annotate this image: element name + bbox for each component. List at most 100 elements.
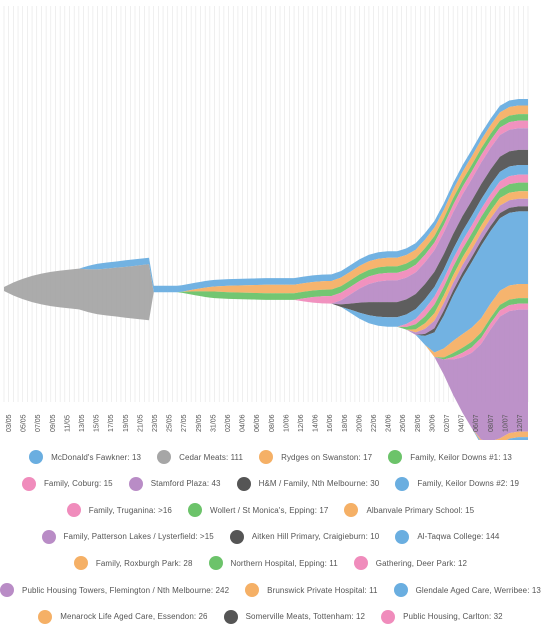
legend-swatch (21, 476, 36, 491)
legend-swatch (229, 529, 244, 544)
x-tick-label: 07/05 (35, 414, 42, 432)
x-tick-label: 03/05 (6, 414, 13, 432)
legend-item[interactable]: Northern Hospital, Epping: 11 (208, 556, 338, 571)
x-tick-label: 26/06 (400, 414, 407, 432)
legend-swatch (41, 529, 56, 544)
legend-row: Public Housing Towers, Flemington / Nth … (0, 577, 541, 603)
legend-item[interactable]: Glendale Aged Care, Werribee: 13 (393, 583, 541, 597)
x-tick-label: 20/06 (356, 414, 363, 432)
x-tick-label: 02/07 (444, 414, 451, 432)
legend-row: Family, Truganina: >16 Wollert / St Monic… (0, 497, 541, 523)
legend-item[interactable]: Aitken Hill Primary, Craigieburn: 10 (229, 529, 380, 544)
series-area (4, 291, 528, 440)
legend-item[interactable]: Wollert / St Monica's, Epping: 17 (187, 503, 329, 518)
legend-item[interactable]: Somerville Meats, Tottenham: 12 (223, 609, 365, 624)
vertical-gridlines (3, 6, 529, 402)
legend-row: Family, Coburg: 15 Stamford Plaza: 43 H&M … (0, 471, 541, 497)
legend-label: Family, Patterson Lakes / Lysterfield: >… (63, 532, 214, 542)
legend-item[interactable]: Public Housing, Carlton: 32 (381, 609, 503, 624)
legend-swatch (73, 556, 88, 571)
legend-label: Public Housing, Carlton: 32 (403, 612, 503, 622)
series-areas (4, 99, 528, 440)
legend-label: Wollert / St Monica's, Epping: 17 (209, 505, 329, 515)
legend-swatch (388, 450, 403, 464)
legend-swatch (187, 503, 202, 518)
legend-swatch (208, 556, 223, 571)
legend-item[interactable]: H&M / Family, Nth Melbourne: 30 (236, 476, 380, 491)
x-axis-tick-labels: 03/05 05/05 07/05 09/05 11/05 13/05 15/05 17/05… (6, 414, 524, 432)
legend-item[interactable]: Gathering, Deer Park: 12 (353, 556, 468, 571)
legend-label: Albanvale Primary School: 15 (366, 505, 475, 515)
legend-label: Stamford Plaza: 43 (150, 479, 221, 489)
legend-item[interactable]: Family, Keilor Downs #2: 19 (395, 476, 520, 491)
legend-item[interactable]: Al-Taqwa College: 144 (395, 529, 500, 544)
legend-label: Aitken Hill Primary, Craigieburn: 10 (251, 532, 380, 542)
legend-item[interactable]: Family, Coburg: 15 (21, 476, 113, 491)
x-tick-label: 24/06 (386, 414, 393, 432)
legend-label: Family, Keilor Downs #1: 13 (410, 452, 512, 462)
x-tick-label: 27/05 (181, 414, 188, 432)
legend-label: Rydges on Swanston: 17 (281, 452, 373, 462)
x-tick-label: 11/05 (64, 415, 71, 432)
legend-row: Family, Patterson Lakes / Lysterfield: >… (0, 524, 541, 550)
legend-swatch (393, 583, 408, 597)
legend-swatch (245, 583, 260, 597)
legend-item[interactable]: Family, Keilor Downs #1: 13 (388, 450, 512, 464)
legend-item[interactable]: Rydges on Swanston: 17 (259, 450, 372, 464)
legend-label: H&M / Family, Nth Melbourne: 30 (258, 479, 380, 489)
x-tick-label: 10/06 (283, 414, 290, 432)
x-tick-label: 21/05 (137, 414, 144, 432)
legend-label: Glendale Aged Care, Werribee: 13 (415, 585, 541, 595)
x-tick-label: 31/05 (210, 414, 217, 432)
x-tick-label: 06/06 (254, 414, 261, 432)
x-tick-label: 25/05 (167, 414, 174, 432)
legend-swatch (259, 450, 274, 464)
legend-label: Menarock Life Aged Care, Essendon: 26 (60, 612, 208, 622)
legend: McDonald's Fawkner: 13 Cedar Meats: 111 Ry… (0, 440, 541, 625)
x-tick-label: 17/05 (108, 414, 115, 432)
x-tick-label: 06/07 (473, 414, 480, 432)
x-tick-label: 12/07 (517, 414, 524, 432)
legend-label: Gathering, Deer Park: 12 (375, 558, 468, 568)
legend-label: Public Housing Towers, Flemington / Nth … (22, 585, 230, 595)
x-tick-label: 23/05 (152, 414, 159, 432)
legend-label: Al-Taqwa College: 144 (417, 532, 500, 542)
legend-label: McDonald's Fawkner: 13 (51, 452, 142, 462)
streamgraph-chart: 03/05 05/05 07/05 09/05 11/05 13/05 15/05 17/05… (3, 6, 529, 440)
legend-swatch (157, 450, 172, 464)
legend-label: Cedar Meats: 111 (179, 452, 244, 462)
legend-swatch (395, 476, 410, 491)
legend-swatch (395, 529, 410, 544)
legend-row: Family, Roxburgh Park: 28 Northern Hospit… (0, 550, 541, 576)
legend-item[interactable]: McDonald's Fawkner: 13 (29, 450, 141, 464)
legend-row: McDonald's Fawkner: 13 Cedar Meats: 111 Ry… (0, 444, 541, 470)
legend-label: Family, Roxburgh Park: 28 (95, 558, 193, 568)
legend-item[interactable]: Cedar Meats: 111 (157, 450, 243, 464)
legend-label: Brunswick Private Hospital: 11 (267, 585, 378, 595)
legend-label: Family, Truganina: >16 (88, 505, 172, 515)
legend-item[interactable]: Family, Truganina: >16 (66, 503, 172, 518)
legend-item[interactable]: Albanvale Primary School: 15 (344, 503, 475, 518)
legend-swatch (353, 556, 368, 571)
series-area (4, 114, 528, 321)
legend-item[interactable]: Family, Patterson Lakes / Lysterfield: >… (41, 529, 214, 544)
legend-swatch (29, 450, 44, 464)
legend-item[interactable]: Public Housing Towers, Flemington / Nth … (0, 583, 229, 597)
legend-label: Family, Keilor Downs #2: 19 (417, 479, 520, 489)
x-tick-label: 28/06 (415, 414, 422, 432)
legend-swatch (0, 583, 15, 597)
x-tick-label: 15/05 (94, 414, 101, 432)
legend-item[interactable]: Family, Roxburgh Park: 28 (73, 556, 193, 571)
legend-swatch (223, 609, 238, 624)
legend-item[interactable]: Stamford Plaza: 43 (128, 476, 221, 491)
x-tick-label: 29/05 (196, 414, 203, 432)
x-tick-label: 16/06 (327, 414, 334, 432)
x-tick-label: 22/06 (371, 414, 378, 432)
series-area (4, 105, 528, 321)
legend-item[interactable]: Brunswick Private Hospital: 11 (245, 583, 378, 597)
legend-swatch (236, 476, 251, 491)
x-tick-label: 04/07 (459, 414, 466, 432)
x-tick-label: 19/05 (123, 414, 130, 432)
x-tick-label: 14/06 (313, 414, 320, 432)
legend-item[interactable]: Menarock Life Aged Care, Essendon: 26 (38, 609, 208, 624)
